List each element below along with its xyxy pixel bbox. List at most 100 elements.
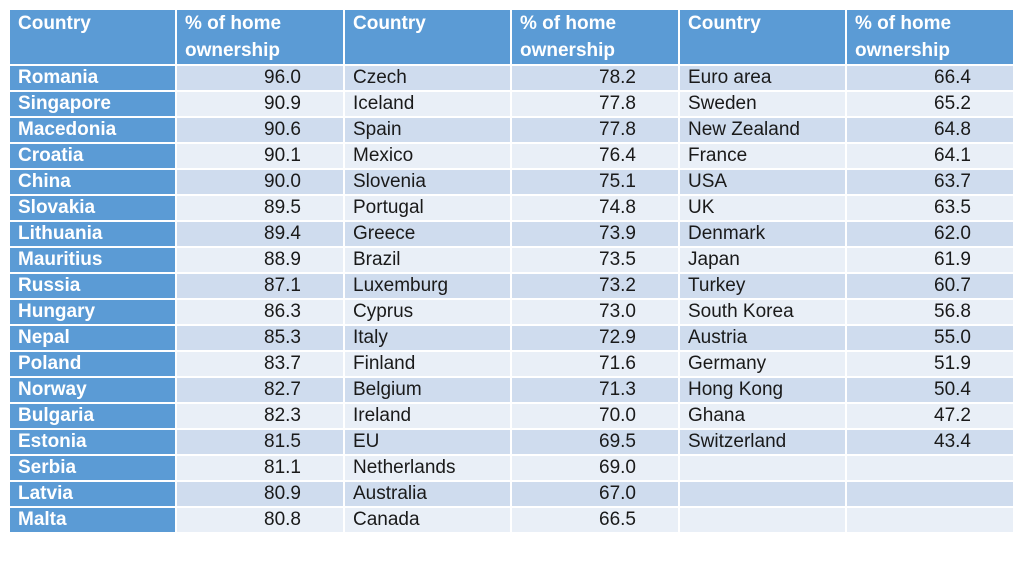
country-cell: Russia <box>8 272 177 300</box>
ownership-value-cell: 71.3 <box>510 376 680 404</box>
ownership-value-cell: 82.7 <box>175 376 345 404</box>
ownership-value-cell: 60.7 <box>845 272 1015 300</box>
header-country-3: Country <box>678 8 847 66</box>
country-cell: Switzerland <box>678 428 847 456</box>
country-cell: Sweden <box>678 90 847 118</box>
country-cell: Germany <box>678 350 847 378</box>
ownership-value-cell: 67.0 <box>510 480 680 508</box>
country-cell: Spain <box>343 116 512 144</box>
country-cell: South Korea <box>678 298 847 326</box>
ownership-value-cell: 73.5 <box>510 246 680 274</box>
ownership-value-cell: 89.4 <box>175 220 345 248</box>
ownership-value-cell: 77.8 <box>510 116 680 144</box>
country-cell: Singapore <box>8 90 177 118</box>
country-cell: Canada <box>343 506 512 534</box>
country-cell: Japan <box>678 246 847 274</box>
country-cell: Denmark <box>678 220 847 248</box>
country-cell <box>678 454 847 482</box>
country-cell: Lithuania <box>8 220 177 248</box>
country-cell: Hungary <box>8 298 177 326</box>
ownership-value-cell: 69.5 <box>510 428 680 456</box>
ownership-value-cell: 66.5 <box>510 506 680 534</box>
ownership-value-cell: 51.9 <box>845 350 1015 378</box>
country-cell: Portugal <box>343 194 512 222</box>
ownership-value-cell: 82.3 <box>175 402 345 430</box>
country-cell <box>678 506 847 534</box>
ownership-value-cell <box>845 506 1015 534</box>
country-cell: Poland <box>8 350 177 378</box>
table-row: Singapore 90.9 Iceland 77.8 Sweden 65.2 <box>8 90 1015 118</box>
ownership-value-cell: 80.8 <box>175 506 345 534</box>
ownership-value-cell: 80.9 <box>175 480 345 508</box>
ownership-value-cell: 61.9 <box>845 246 1015 274</box>
ownership-value-cell: 90.1 <box>175 142 345 170</box>
country-cell: Cyprus <box>343 298 512 326</box>
ownership-value-cell: 43.4 <box>845 428 1015 456</box>
table-row: Bulgaria 82.3 Ireland 70.0 Ghana 47.2 <box>8 402 1015 430</box>
ownership-value-cell <box>845 454 1015 482</box>
header-row: Country % of home ownership Country % of… <box>8 8 1015 66</box>
country-cell: Belgium <box>343 376 512 404</box>
table-row: Poland 83.7 Finland 71.6 Germany 51.9 <box>8 350 1015 378</box>
country-cell: Mauritius <box>8 246 177 274</box>
country-cell: Slovakia <box>8 194 177 222</box>
ownership-value-cell: 76.4 <box>510 142 680 170</box>
country-cell: Ghana <box>678 402 847 430</box>
ownership-value-cell: 66.4 <box>845 64 1015 92</box>
header-country-1: Country <box>8 8 177 66</box>
country-cell: Netherlands <box>343 454 512 482</box>
ownership-value-cell: 50.4 <box>845 376 1015 404</box>
country-cell: Luxemburg <box>343 272 512 300</box>
ownership-value-cell: 74.8 <box>510 194 680 222</box>
ownership-value-cell: 83.7 <box>175 350 345 378</box>
ownership-value-cell: 78.2 <box>510 64 680 92</box>
country-cell: Norway <box>8 376 177 404</box>
ownership-value-cell: 70.0 <box>510 402 680 430</box>
table-row: Serbia 81.1 Netherlands 69.0 <box>8 454 1015 482</box>
country-cell: Malta <box>8 506 177 534</box>
ownership-value-cell: 69.0 <box>510 454 680 482</box>
ownership-value-cell: 64.1 <box>845 142 1015 170</box>
ownership-value-cell: 81.5 <box>175 428 345 456</box>
ownership-value-cell: 87.1 <box>175 272 345 300</box>
table-row: Hungary 86.3 Cyprus 73.0 South Korea 56.8 <box>8 298 1015 326</box>
ownership-value-cell: 73.9 <box>510 220 680 248</box>
ownership-value-cell: 72.9 <box>510 324 680 352</box>
table-header: Country % of home ownership Country % of… <box>8 8 1015 66</box>
ownership-value-cell: 73.0 <box>510 298 680 326</box>
ownership-value-cell: 56.8 <box>845 298 1015 326</box>
ownership-value-cell: 88.9 <box>175 246 345 274</box>
ownership-value-cell: 62.0 <box>845 220 1015 248</box>
country-cell: Turkey <box>678 272 847 300</box>
table-row: Malta 80.8 Canada 66.5 <box>8 506 1015 534</box>
ownership-value-cell: 75.1 <box>510 168 680 196</box>
country-cell: Greece <box>343 220 512 248</box>
header-ownership-3: % of home ownership <box>845 8 1015 66</box>
ownership-value-cell: 89.5 <box>175 194 345 222</box>
country-cell: Italy <box>343 324 512 352</box>
table-row: China 90.0 Slovenia 75.1 USA 63.7 <box>8 168 1015 196</box>
country-cell: Finland <box>343 350 512 378</box>
ownership-value-cell: 73.2 <box>510 272 680 300</box>
table-row: Lithuania 89.4 Greece 73.9 Denmark 62.0 <box>8 220 1015 248</box>
ownership-value-cell: 96.0 <box>175 64 345 92</box>
country-cell: Croatia <box>8 142 177 170</box>
country-cell: Iceland <box>343 90 512 118</box>
home-ownership-table: Country % of home ownership Country % of… <box>8 8 1015 534</box>
country-cell: USA <box>678 168 847 196</box>
ownership-value-cell: 90.9 <box>175 90 345 118</box>
country-cell <box>678 480 847 508</box>
ownership-value-cell: 85.3 <box>175 324 345 352</box>
ownership-value-cell: 47.2 <box>845 402 1015 430</box>
table-row: Mauritius 88.9 Brazil 73.5 Japan 61.9 <box>8 246 1015 274</box>
ownership-value-cell: 81.1 <box>175 454 345 482</box>
country-cell: Macedonia <box>8 116 177 144</box>
header-country-2: Country <box>343 8 512 66</box>
ownership-value-cell: 71.6 <box>510 350 680 378</box>
country-cell: Romania <box>8 64 177 92</box>
table-row: Slovakia 89.5 Portugal 74.8 UK 63.5 <box>8 194 1015 222</box>
header-ownership-1: % of home ownership <box>175 8 345 66</box>
country-cell: Latvia <box>8 480 177 508</box>
ownership-value-cell: 63.5 <box>845 194 1015 222</box>
country-cell: China <box>8 168 177 196</box>
